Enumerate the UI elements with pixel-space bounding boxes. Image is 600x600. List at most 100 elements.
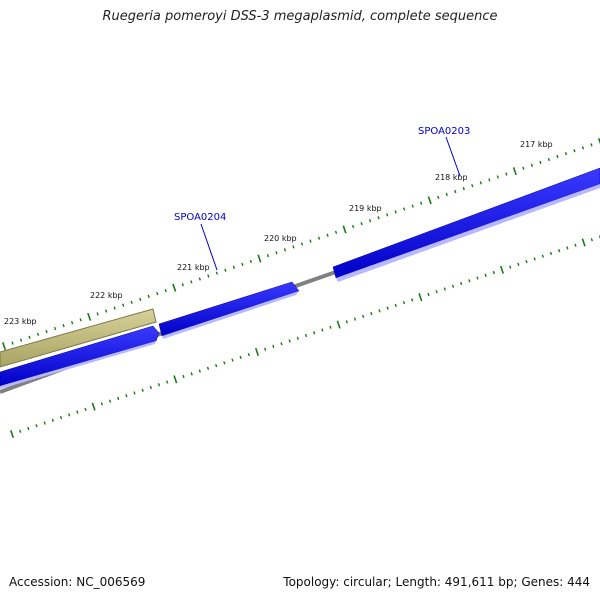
outer-tick-mark xyxy=(471,184,474,188)
inner-tick-mark xyxy=(35,424,38,428)
outer-tick-mark xyxy=(573,149,576,153)
gene-spoa0204-shadow xyxy=(162,291,299,339)
outer-tick-mark xyxy=(539,160,542,165)
outer-tick-mark xyxy=(224,268,227,272)
gene-label-spoa0203[interactable]: SPOA0203 xyxy=(418,126,470,137)
inner-tick-mark xyxy=(182,374,185,379)
outer-tick-mark xyxy=(249,259,253,264)
inner-tick-mark xyxy=(541,254,544,258)
outer-tick-mark xyxy=(275,251,278,255)
gene-highlighted[interactable] xyxy=(0,308,157,368)
tick-label-217: 217 kbp xyxy=(520,140,553,149)
inner-tick-mark xyxy=(157,383,161,387)
tick-label-220: 220 kbp xyxy=(264,234,297,243)
gene-label-leader-spoa0203 xyxy=(445,136,461,177)
inner-tick-mark xyxy=(27,426,30,431)
inner-tick-mark xyxy=(51,418,54,422)
inner-tick-mark xyxy=(313,331,316,335)
inner-tick-mark xyxy=(574,243,577,247)
gene-label-spoa0204[interactable]: SPOA0204 xyxy=(174,212,226,223)
inner-tick-mark xyxy=(304,333,308,338)
gene-track xyxy=(0,167,600,389)
inner-tick-mark xyxy=(402,301,406,305)
outer-tick-mark xyxy=(70,321,74,325)
outer-tick-mark xyxy=(462,186,465,191)
sequence-summary: Topology: circular; Length: 491,611 bp; … xyxy=(283,575,590,589)
outer-tick-mark xyxy=(105,309,108,313)
inner-tick-mark xyxy=(386,306,389,310)
outer-tick-mark xyxy=(530,163,534,167)
inner-tick-mark xyxy=(173,375,178,384)
inner-tick-mark xyxy=(321,328,324,332)
inner-tick-mark xyxy=(394,303,397,308)
outer-tick-mark xyxy=(394,210,397,214)
map-title: Ruegeria pomeroyi DSS-3 megaplasmid, com… xyxy=(102,9,498,24)
inner-tick-mark xyxy=(91,402,96,411)
outer-tick-mark xyxy=(427,196,432,205)
outer-tick-mark xyxy=(368,219,372,223)
tick-label-221: 221 kbp xyxy=(177,263,210,272)
inner-tick-mark xyxy=(149,385,152,390)
inner-tick-mark xyxy=(76,410,79,414)
inner-tick-mark xyxy=(336,320,341,329)
inner-tick-mark xyxy=(84,407,87,412)
inner-tick-mark xyxy=(239,355,242,360)
tick-label-219: 219 kbp xyxy=(349,204,382,213)
inner-tick-mark xyxy=(468,279,471,283)
gene-left[interactable] xyxy=(0,325,160,387)
inner-tick-mark xyxy=(443,287,446,291)
outer-tick-mark xyxy=(403,207,406,211)
outer-tick-mark xyxy=(512,167,517,176)
outer-tick-mark xyxy=(522,166,525,170)
outer-tick-mark xyxy=(437,195,440,200)
inner-tick-mark xyxy=(43,421,46,425)
outer-tick-mark xyxy=(309,239,312,243)
inner-tick-mark xyxy=(141,388,144,392)
tick-label-218: 218 kbp xyxy=(435,173,468,182)
inner-tick-mark xyxy=(411,298,414,302)
outer-tick-mark xyxy=(326,233,329,237)
outer-tick-mark xyxy=(257,254,262,263)
inner-tick-mark xyxy=(509,265,512,269)
inner-tick-mark xyxy=(484,273,487,277)
inner-tick-mark xyxy=(190,372,193,376)
outer-tick-mark xyxy=(45,329,48,334)
inner-tick-mark xyxy=(558,249,561,253)
inner-tick-mark xyxy=(125,394,128,398)
outer-tick-mark xyxy=(1,341,7,351)
outer-tick-mark xyxy=(232,265,236,269)
inner-tick-mark xyxy=(231,358,234,362)
outer-tick-mark xyxy=(198,277,201,281)
tick-label-222: 222 kbp xyxy=(90,291,123,300)
accession-text: Accession: NC_006569 xyxy=(9,575,146,589)
inner-tick-mark xyxy=(117,396,120,401)
outer-tick-mark xyxy=(19,338,23,342)
inner-tick-mark xyxy=(418,293,423,302)
gene-label-leader-spoa0204 xyxy=(200,223,218,271)
inner-tick-mark xyxy=(100,402,103,406)
gene-spoa0204[interactable] xyxy=(158,281,300,337)
outer-tick-mark xyxy=(11,341,14,345)
outer-tick-mark xyxy=(292,245,295,249)
outer-tick-mark xyxy=(190,280,193,284)
inner-tick-mark xyxy=(254,347,260,356)
inner-tick-mark xyxy=(215,363,218,368)
gene-spoa0203[interactable] xyxy=(332,167,600,279)
outer-tick-mark xyxy=(215,271,219,275)
inner-tick-mark xyxy=(517,262,520,267)
inner-tick-mark xyxy=(581,238,586,247)
inner-tick-mark xyxy=(451,284,455,288)
inner-tick-mark xyxy=(525,259,528,264)
outer-tick-mark xyxy=(547,157,551,162)
inner-tick-mark xyxy=(264,347,267,351)
inner-tick-mark xyxy=(549,251,553,256)
inner-tick-mark xyxy=(590,238,593,242)
outer-tick-mark xyxy=(207,274,210,278)
tick-label-223: 223 kbp xyxy=(4,317,37,326)
outer-tick-mark xyxy=(122,303,125,307)
outer-tick-mark xyxy=(87,312,92,321)
outer-tick-mark xyxy=(590,143,593,147)
outer-tick-mark xyxy=(334,230,338,234)
inner-tick-mark xyxy=(296,336,299,340)
